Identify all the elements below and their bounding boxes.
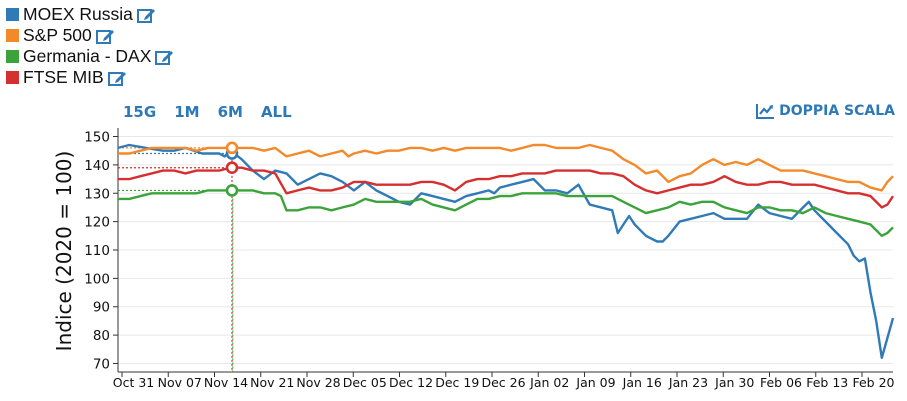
- x-tick-label: Nov 07: [158, 375, 202, 390]
- x-axis-ticks: Oct 31 Nov 07 Nov 14 Nov 21 Nov 28 Dec 05 Dec …: [113, 372, 895, 390]
- x-tick-label: Dec 05: [343, 375, 387, 390]
- y-axis-label: Indice (2020 = 100): [52, 151, 76, 352]
- grid: [118, 136, 893, 364]
- legend-label: S&P 500: [23, 24, 92, 45]
- y-tick-label: 140: [84, 158, 110, 174]
- edit-icon[interactable]: [107, 69, 128, 87]
- y-tick-label: 120: [84, 215, 110, 231]
- highlight-marker[interactable]: [225, 161, 239, 175]
- legend-swatch: [6, 50, 19, 63]
- legend-swatch: [6, 71, 19, 84]
- x-tick-label: Jan 16: [622, 375, 662, 390]
- highlight-marker[interactable]: [225, 141, 239, 155]
- legend-label: FTSE MIB: [23, 66, 104, 87]
- range-button-all[interactable]: ALL: [260, 103, 292, 121]
- legend-swatch: [6, 29, 19, 42]
- series-line-1[interactable]: [118, 143, 894, 192]
- x-tick-label: Feb 20: [852, 375, 894, 390]
- range-button-1m[interactable]: 1M: [174, 103, 200, 121]
- range-selector: 15G 1M 6M ALL: [123, 103, 310, 121]
- range-button-15g[interactable]: 15G: [123, 103, 157, 121]
- highlight-markers: [225, 141, 239, 197]
- edit-icon[interactable]: [95, 27, 116, 45]
- x-tick-label: Jan 09: [575, 375, 615, 390]
- x-tick-label: Oct 31: [113, 375, 155, 390]
- y-tick-label: 150: [84, 130, 110, 146]
- x-tick-label: Dec 12: [389, 375, 433, 390]
- x-tick-label: Jan 23: [668, 375, 708, 390]
- y-axis-ticks: 70 80 90 100 110 120 130 140 150: [84, 130, 118, 372]
- legend-swatch: [6, 8, 19, 21]
- chart-line-icon: [756, 104, 775, 119]
- highlight-marker[interactable]: [225, 184, 239, 197]
- series-group: [117, 143, 895, 359]
- series-line-2[interactable]: [118, 189, 894, 237]
- x-tick-label: Jan 30: [714, 375, 754, 390]
- x-tick-label: Jan 02: [529, 375, 569, 390]
- legend-item-sp500[interactable]: S&P 500: [6, 25, 175, 46]
- y-tick-label: 70: [93, 356, 110, 372]
- x-tick-label: Feb 13: [806, 375, 848, 390]
- y-tick-label: 80: [93, 328, 110, 344]
- highlight-guides: [118, 147, 234, 372]
- x-tick-label: Nov 14: [204, 375, 248, 390]
- edit-icon[interactable]: [155, 48, 175, 66]
- dual-scale-button[interactable]: DOPPIA SCALA: [756, 103, 895, 119]
- edit-icon[interactable]: [136, 6, 157, 24]
- x-tick-label: Dec 19: [435, 375, 479, 390]
- legend-label: Germania - DAX: [23, 45, 152, 66]
- legend-item-dax[interactable]: Germania - DAX: [6, 46, 175, 67]
- x-tick-label: Nov 21: [250, 375, 294, 390]
- y-tick-label: 90: [93, 300, 110, 316]
- x-tick-label: Nov 28: [296, 375, 340, 390]
- legend-label: MOEX Russia: [23, 3, 133, 24]
- legend: MOEX Russia S&P 500 Germania - DAX FTSE …: [6, 4, 175, 88]
- y-tick-label: 100: [84, 271, 110, 287]
- legend-item-ftse[interactable]: FTSE MIB: [6, 67, 175, 88]
- y-tick-label: 130: [84, 186, 110, 202]
- y-tick-label: 110: [84, 243, 110, 259]
- x-tick-label: Feb 06: [760, 375, 802, 390]
- legend-item-moex[interactable]: MOEX Russia: [6, 4, 175, 25]
- range-button-6m[interactable]: 6M: [217, 103, 243, 121]
- dual-scale-label: DOPPIA SCALA: [779, 103, 895, 119]
- x-tick-label: Dec 26: [481, 375, 525, 390]
- series-line-3[interactable]: [118, 166, 895, 209]
